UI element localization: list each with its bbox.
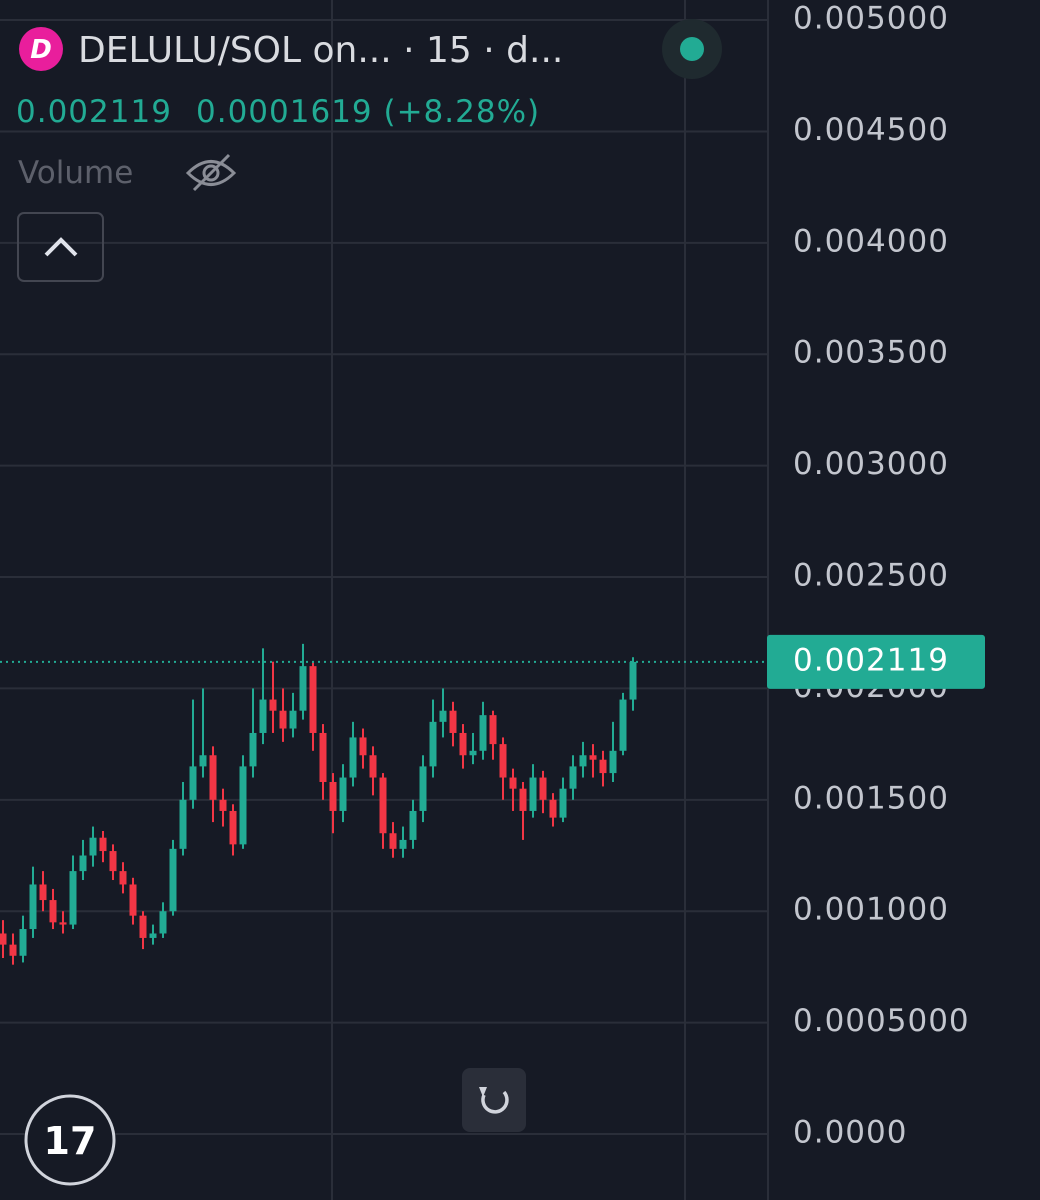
- candle-body: [0, 933, 7, 945]
- candle-body: [509, 777, 517, 789]
- candle-body: [429, 721, 437, 767]
- symbol-title: DELULU/SOL on... · 15 · d...: [78, 30, 563, 71]
- y-tick-label: 0.002500: [793, 558, 949, 594]
- candle-body: [49, 900, 57, 923]
- candle-body: [119, 871, 127, 885]
- candle-body: [479, 715, 487, 751]
- candle-body: [389, 833, 397, 849]
- reset-button[interactable]: [462, 1068, 526, 1132]
- status-dot: [680, 37, 704, 61]
- candle-body: [169, 848, 177, 912]
- candle-body: [199, 755, 207, 767]
- candle-body: [539, 777, 547, 800]
- y-tick-label: 0.003000: [793, 446, 949, 482]
- candle-body: [439, 710, 447, 722]
- candle-body: [209, 755, 217, 800]
- candle-body: [129, 884, 137, 916]
- candle-body: [229, 810, 237, 845]
- y-tick-label: 0.004000: [793, 223, 949, 259]
- candle-body: [489, 715, 497, 745]
- collapse-button[interactable]: [17, 212, 104, 282]
- candle-body: [529, 777, 537, 811]
- candle-body: [19, 929, 27, 956]
- y-tick-label: 0.005000: [793, 1, 949, 37]
- candle-body: [419, 766, 427, 811]
- candle-body: [149, 933, 157, 938]
- tv-logo[interactable]: [24, 1094, 116, 1186]
- candle-body: [309, 666, 317, 733]
- candle-body: [9, 944, 17, 956]
- candle-body: [609, 750, 617, 774]
- candle-body: [469, 750, 477, 756]
- y-tick-label: 0.0000: [793, 1115, 907, 1151]
- price-change: 0.0001619 (+8.28%): [196, 94, 540, 130]
- candle-body: [69, 871, 77, 925]
- reset-arrow: [479, 1087, 487, 1097]
- candle-body: [399, 839, 407, 849]
- last-price: 0.002119: [16, 94, 172, 130]
- candle-body: [329, 781, 337, 811]
- candle-body: [499, 744, 507, 778]
- candle-body: [359, 737, 367, 756]
- candle-body: [379, 777, 387, 834]
- candle-body: [79, 855, 87, 872]
- candle-body: [159, 911, 167, 934]
- volume-label: Volume: [18, 155, 133, 191]
- candle-body: [349, 737, 357, 778]
- candle-body: [629, 661, 637, 700]
- candle-body: [339, 777, 347, 811]
- y-tick-label: 0.0005000: [793, 1003, 970, 1039]
- tv-logo-mark: 17: [44, 1119, 97, 1163]
- candle-body: [459, 732, 467, 756]
- candle-body: [289, 710, 297, 729]
- last-price-label: 0.002119: [793, 642, 949, 678]
- candle-body: [579, 755, 587, 767]
- candle-body: [249, 732, 257, 767]
- candle-body: [59, 922, 67, 925]
- candle-body: [549, 799, 557, 818]
- candle-body: [259, 699, 267, 733]
- candle-body: [409, 810, 417, 840]
- candle-body: [239, 766, 247, 845]
- candle-body: [89, 837, 97, 856]
- candle-body: [29, 884, 37, 930]
- reset-icon: [481, 1090, 509, 1114]
- candle-body: [139, 915, 147, 938]
- candle-body: [109, 851, 117, 872]
- chevron-up: [44, 237, 78, 257]
- candle-body: [279, 710, 287, 729]
- last-price-tag: [767, 634, 985, 689]
- y-tick-label: 0.001500: [793, 780, 949, 816]
- y-axis: 0.00000.00050000.0010000.0015000.0020000…: [767, 1, 985, 1151]
- candle-body: [39, 884, 47, 901]
- candle-body: [179, 799, 187, 849]
- candle-body: [319, 732, 327, 782]
- symbol-logo: [19, 27, 63, 71]
- candle-body: [299, 666, 307, 711]
- candle-body: [219, 799, 227, 811]
- candle-body: [99, 837, 107, 852]
- candle-body: [569, 766, 577, 789]
- grid: [0, 19, 768, 1135]
- candle-body: [559, 788, 567, 818]
- candle-body: [189, 766, 197, 800]
- y-tick-label: 0.004500: [793, 112, 949, 148]
- candle-body: [589, 755, 597, 760]
- candle-body: [449, 710, 457, 733]
- candles: [0, 643, 768, 965]
- symbol-logo-letter: D: [30, 35, 52, 65]
- candle-body: [619, 699, 627, 751]
- y-tick-label: 0.001000: [793, 892, 949, 928]
- eye-off-icon[interactable]: [185, 153, 237, 192]
- y-tick-label: 0.003500: [793, 335, 949, 371]
- candle-body: [369, 755, 377, 778]
- candle-body: [519, 788, 527, 811]
- candle-body: [599, 759, 607, 774]
- candle-body: [269, 699, 277, 711]
